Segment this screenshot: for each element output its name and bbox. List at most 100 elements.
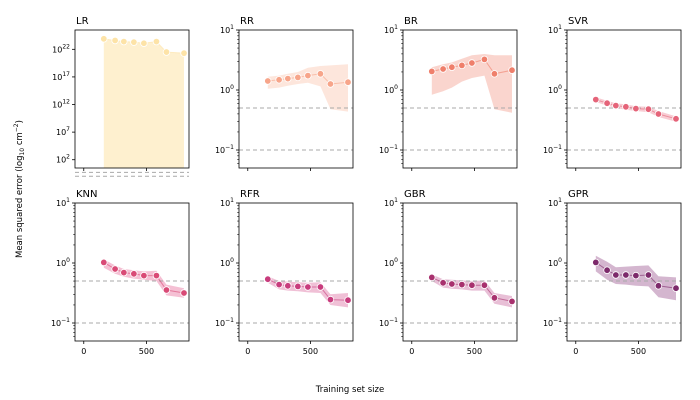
y-tick-label: 10−1	[543, 317, 562, 328]
y-axis-label-suffix: cm	[15, 132, 25, 148]
data-point	[111, 265, 119, 273]
data-point	[264, 275, 272, 283]
y-tick-label: 100	[548, 257, 562, 268]
x-tick-label: 0	[245, 347, 250, 356]
panel-gbr: GBR 10−1 100 101 0 500	[379, 189, 518, 356]
data-point	[632, 271, 640, 280]
y-tick-label: 102	[56, 154, 70, 165]
data-point	[344, 78, 352, 86]
x-tick-label: 0	[409, 347, 414, 356]
data-point	[592, 95, 600, 104]
data-point	[140, 271, 148, 280]
data-point	[672, 115, 680, 123]
panel-lr: LR 102 107 1012 1017 1022	[52, 16, 190, 177]
error-band	[267, 64, 348, 112]
y-tick-label: 10−1	[215, 317, 234, 328]
panels: LR 102 107 1012 1017 1022 RR 10−1 100 101 BR 10−1 10…	[51, 16, 682, 356]
data-point	[275, 280, 283, 289]
x-tick-label: 0	[81, 347, 86, 356]
y-tick-label: 1017	[52, 71, 70, 82]
data-point	[428, 67, 436, 76]
x-tick-label: 500	[631, 347, 646, 356]
data-point	[508, 66, 516, 74]
data-point	[622, 103, 630, 111]
panel-br: BR 10−1 100 101	[379, 16, 518, 171]
y-tick-label: 1012	[52, 99, 70, 110]
y-tick-label: 100	[220, 84, 234, 95]
y-tick-label: 101	[548, 197, 562, 208]
y-tick-label: 10−1	[379, 317, 398, 328]
data-point	[468, 59, 476, 67]
data-point	[654, 110, 663, 118]
y-tick-label: 101	[548, 24, 562, 35]
data-point	[130, 38, 138, 46]
panel-title: GBR	[404, 189, 426, 200]
y-tick-label: 10−1	[379, 144, 398, 155]
data-point	[672, 284, 680, 292]
y-tick-label: 101	[220, 197, 234, 208]
data-point	[439, 65, 447, 73]
data-point	[612, 101, 620, 110]
x-tick-label: 500	[467, 347, 482, 356]
data-point	[428, 273, 436, 282]
y-tick-label: 100	[384, 257, 398, 268]
data-point	[326, 295, 335, 304]
data-point	[603, 266, 611, 274]
x-axis-label: Training set size	[315, 385, 384, 395]
y-tick-label: 100	[384, 84, 398, 95]
data-point	[458, 280, 466, 289]
panel-title: GPR	[568, 189, 589, 200]
y-axis-label-close: )	[15, 120, 25, 123]
data-point	[120, 268, 128, 277]
plot-frame	[566, 29, 682, 169]
data-point	[152, 271, 161, 280]
data-point	[448, 280, 456, 288]
data-point	[294, 282, 302, 291]
data-point	[316, 70, 325, 78]
plot-frame	[238, 202, 354, 342]
panel-title: RFR	[240, 189, 260, 200]
data-point	[644, 271, 653, 279]
y-tick-label: 101	[384, 197, 398, 208]
y-tick-label: 101	[56, 197, 70, 208]
x-tick-label: 500	[139, 347, 154, 356]
data-point	[294, 73, 302, 82]
plot-frame	[402, 202, 518, 342]
y-tick-label: 100	[56, 257, 70, 268]
y-tick-label: 10−1	[215, 144, 234, 155]
data-point	[100, 35, 108, 43]
data-point	[603, 99, 611, 107]
data-point	[316, 283, 325, 291]
data-point	[326, 80, 335, 88]
data-point	[612, 271, 620, 279]
data-point	[439, 279, 447, 287]
x-tick-label: 0	[573, 347, 578, 356]
error-band	[267, 276, 348, 308]
error-band	[103, 38, 184, 168]
data-point	[592, 258, 600, 267]
y-tick-label: 101	[220, 24, 234, 35]
data-point	[654, 282, 663, 290]
plot-frame	[74, 29, 190, 169]
data-point	[162, 48, 171, 56]
data-point	[111, 36, 119, 45]
data-point	[490, 294, 499, 302]
data-point	[100, 258, 108, 267]
data-point	[644, 105, 653, 113]
data-point	[304, 71, 312, 80]
panel-rr: RR 10−1 100 101	[215, 16, 354, 171]
data-point	[344, 296, 352, 304]
data-point	[180, 49, 188, 57]
y-tick-label: 1022	[52, 43, 70, 54]
data-point	[275, 76, 283, 84]
panel-svr: SVR 10−1 100 101	[543, 16, 682, 171]
data-point	[480, 281, 489, 289]
data-point	[448, 63, 456, 71]
y-axis-label: Mean squared error (log10 cm−2)	[13, 120, 26, 258]
y-axis-label-sub: 10	[19, 148, 26, 156]
data-point	[458, 61, 466, 70]
x-tick-label: 500	[303, 347, 318, 356]
data-point	[284, 282, 292, 290]
data-point	[180, 289, 188, 297]
panel-knn: KNN 10−1 100 101 0 500	[51, 189, 190, 356]
